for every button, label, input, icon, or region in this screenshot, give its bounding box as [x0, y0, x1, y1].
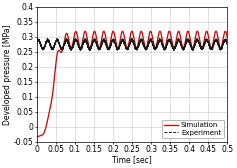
- Y-axis label: Developed pressure [MPa]: Developed pressure [MPa]: [4, 24, 13, 125]
- Simulation: [226, 38, 229, 40]
- Experiment: [130, 37, 133, 39]
- Simulation: [156, 37, 159, 39]
- Experiment: [45, 41, 48, 44]
- Experiment: [35, 40, 38, 42]
- Experiment: [187, 39, 190, 41]
- Experiment: [105, 44, 107, 46]
- X-axis label: Time [sec]: Time [sec]: [112, 156, 152, 164]
- Simulation: [105, 37, 107, 39]
- Experiment: [157, 42, 160, 44]
- Experiment: [177, 39, 180, 41]
- Experiment: [145, 50, 147, 52]
- Simulation: [35, 136, 38, 138]
- Simulation: [45, 124, 48, 126]
- Simulation: [148, 32, 151, 34]
- Line: Simulation: Simulation: [37, 31, 228, 137]
- Experiment: [226, 43, 229, 45]
- Experiment: [148, 40, 151, 42]
- Legend: Simulation, Experiment: Simulation, Experiment: [162, 119, 224, 138]
- Simulation: [177, 31, 180, 33]
- Simulation: [187, 31, 190, 33]
- Line: Experiment: Experiment: [37, 38, 228, 51]
- Simulation: [224, 30, 227, 32]
